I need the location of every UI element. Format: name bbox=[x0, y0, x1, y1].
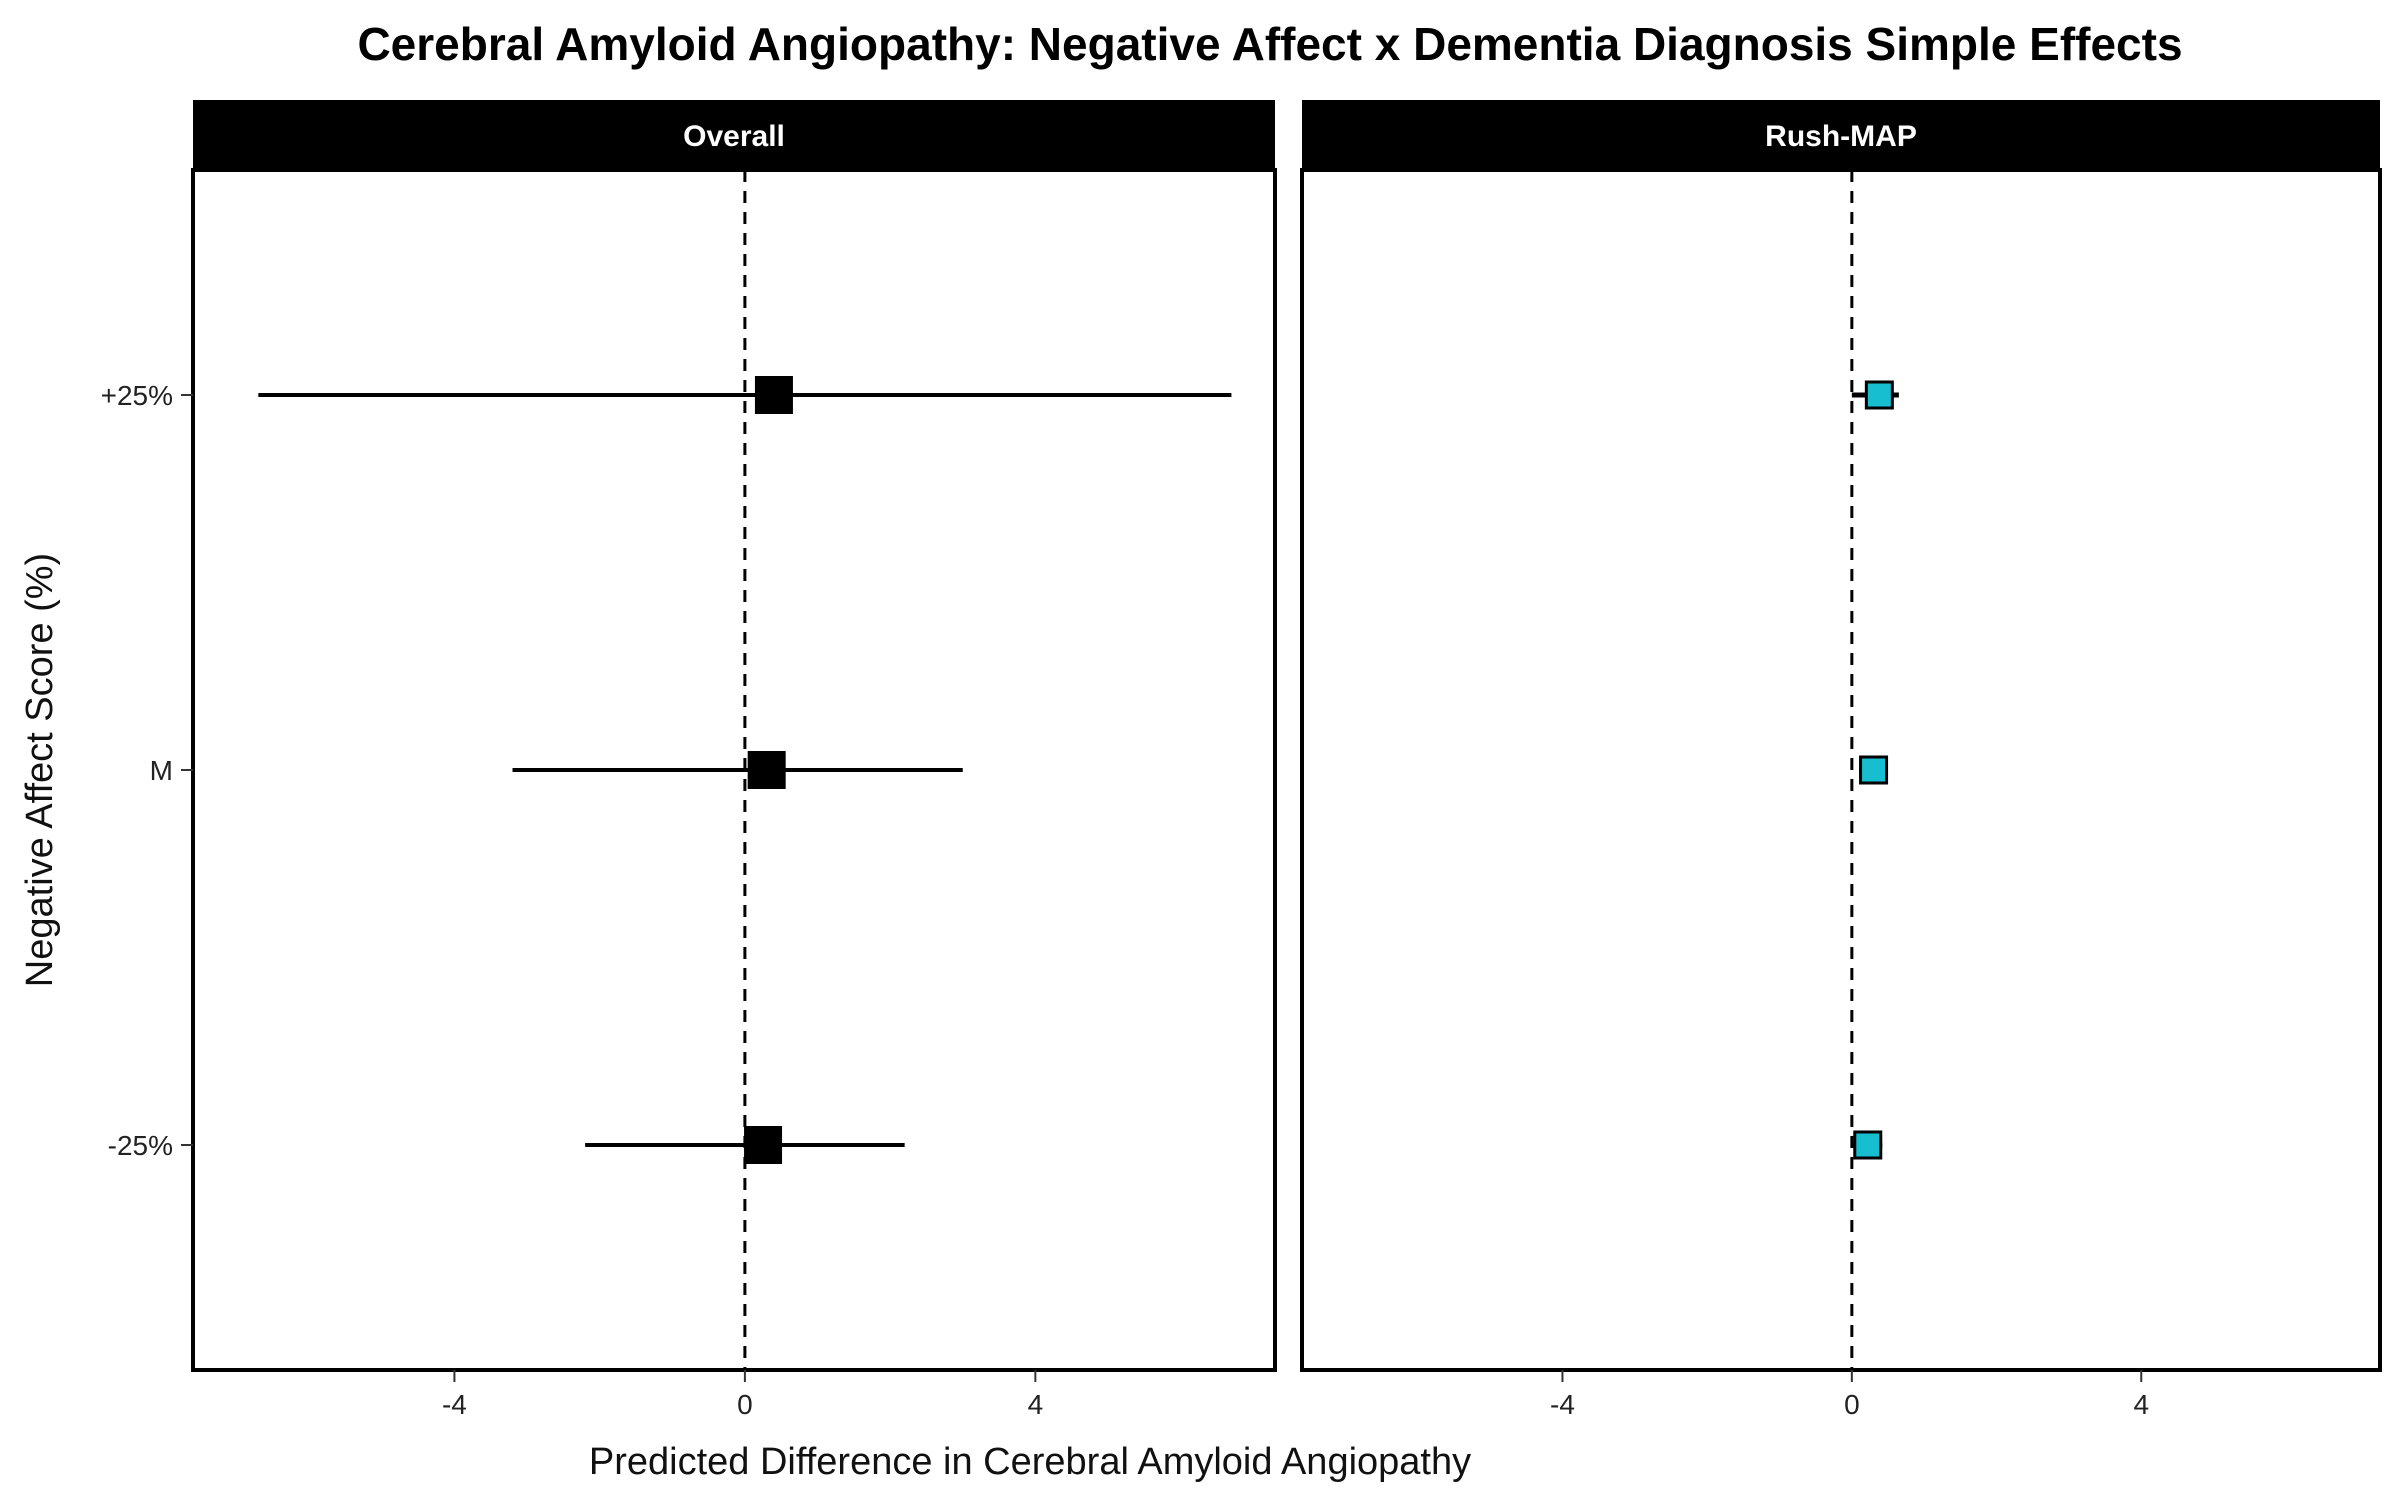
x-tick-label: -4 bbox=[1550, 1389, 1575, 1420]
x-tick-label: -4 bbox=[442, 1389, 467, 1420]
panel-0: Overall -4 0 4 +25% M -25% bbox=[101, 100, 1277, 1420]
panel-1: Rush-MAP -4 0 4 bbox=[1300, 100, 2382, 1420]
x-tick-label: 0 bbox=[737, 1389, 753, 1420]
point-marker bbox=[754, 376, 793, 414]
point-marker bbox=[747, 751, 786, 789]
y-axis-title: Negative Affect Score (%) bbox=[19, 553, 61, 987]
panels: Overall -4 0 4 +25% M -25% Rush-MAP -4 0 4 bbox=[101, 100, 2382, 1420]
panel-border bbox=[1300, 168, 2382, 1372]
x-tick-label: 4 bbox=[2133, 1389, 2149, 1420]
panel-strip-label: Overall bbox=[683, 120, 785, 153]
x-axis-title: Predicted Difference in Cerebral Amyloid… bbox=[589, 1441, 1471, 1483]
x-tick-label: 4 bbox=[1028, 1389, 1044, 1420]
x-tick-label: 0 bbox=[1844, 1389, 1860, 1420]
chart-title: Cerebral Amyloid Angiopathy: Negative Af… bbox=[357, 18, 2182, 70]
y-tick-label: +25% bbox=[101, 380, 173, 411]
panel-strip bbox=[1302, 100, 2380, 170]
point-marker bbox=[1864, 380, 1894, 410]
y-tick-label: M bbox=[150, 755, 173, 786]
panel-strip bbox=[193, 100, 1275, 170]
y-tick-label: -25% bbox=[108, 1130, 173, 1161]
point-marker bbox=[1853, 1130, 1883, 1160]
panel-strip-label: Rush-MAP bbox=[1765, 120, 1917, 153]
point-marker bbox=[744, 1126, 783, 1164]
point-marker bbox=[1859, 755, 1889, 785]
